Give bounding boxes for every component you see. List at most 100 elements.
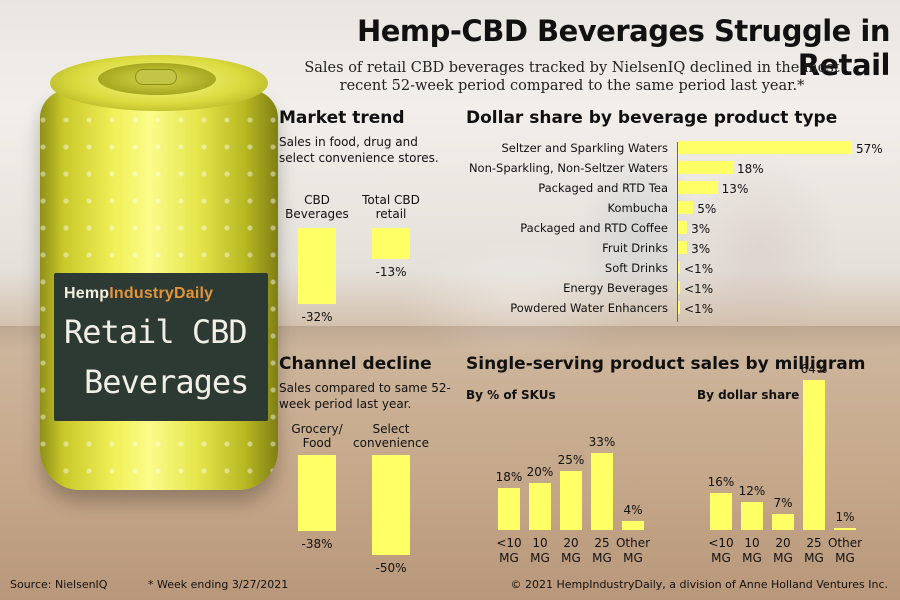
dollar-subheading: By dollar share (697, 388, 800, 402)
page-subtitle: Sales of retail CBD beverages tracked by… (304, 60, 840, 94)
data-label: 16% (707, 474, 735, 489)
category-label-line: 25 (806, 536, 822, 550)
market-trend-note: Sales in food, drug and select convenien… (279, 135, 439, 165)
data-label: 57% (856, 142, 883, 156)
bar (298, 455, 336, 531)
category-label-line: 25 (594, 536, 610, 550)
category-label-line: 20 (563, 536, 579, 550)
bar (298, 228, 336, 304)
category-label: 20 MG (546, 536, 596, 566)
category-label-line: MG (561, 551, 581, 565)
data-label: <1% (684, 302, 714, 316)
single-serving-heading: Single-serving product sales by milligra… (466, 354, 866, 374)
bar (529, 483, 551, 530)
category-label-line: Other (615, 536, 651, 550)
data-label: 25% (557, 453, 585, 468)
category-label: Soft Drinks (604, 261, 668, 275)
data-label: 1% (835, 509, 855, 524)
bar (372, 228, 410, 259)
category-label-line: MG (742, 551, 762, 565)
bar (678, 201, 694, 214)
category-label: Packaged and RTD Tea (538, 181, 668, 195)
data-label: 12% (738, 483, 766, 498)
axis-line (677, 142, 678, 322)
column-header: Select convenience (341, 422, 441, 450)
column-header-line: Grocery/ (291, 422, 343, 436)
category-label-line: MG (835, 551, 855, 565)
bar (498, 487, 520, 530)
bar (591, 452, 613, 530)
data-label: 18% (736, 162, 764, 176)
bar (678, 241, 688, 254)
column-header-line: retail (375, 207, 407, 221)
can-label: HempIndustryDaily Retail CBD Beverages (54, 273, 268, 421)
category-label-line: MG (711, 551, 731, 565)
category-label-line: MG (773, 551, 793, 565)
category-label-line: MG (592, 551, 612, 565)
cbd-can-illustration: HempIndustryDaily Retail CBD Beverages (40, 55, 278, 505)
dollar-share-heading: Dollar share by beverage product type (466, 108, 838, 128)
category-label: <10 MG (484, 536, 534, 566)
column-header-line: Food (302, 436, 332, 450)
data-label: 20% (526, 465, 554, 480)
bar (678, 161, 733, 174)
category-label: Seltzer and Sparkling Waters (501, 141, 668, 155)
skus-subheading: By % of SKUs (466, 388, 556, 402)
data-label: 18% (495, 469, 523, 484)
category-label: Other MG (820, 536, 870, 566)
data-label: -13% (375, 264, 407, 279)
category-label-line: 20 (775, 536, 791, 550)
bar (678, 261, 680, 274)
column-header-line: Total CBD (362, 193, 420, 207)
category-label-line: MG (499, 551, 519, 565)
copyright-note: © 2021 HempIndustryDaily, a division of … (510, 578, 889, 591)
data-label: 3% (691, 222, 711, 236)
can-pull-tab (135, 69, 177, 85)
bar (678, 221, 688, 234)
bar (803, 380, 825, 530)
data-label: -38% (301, 537, 333, 551)
bar (622, 520, 644, 530)
brand-part-b: IndustryDaily (109, 285, 214, 302)
column-header-line: convenience (353, 436, 429, 450)
source-note: Source: NielsenIQ (10, 578, 108, 591)
bar (834, 527, 856, 530)
category-label: <10 MG (696, 536, 746, 566)
page-title: Hemp-CBD Beverages Struggle in Retail (356, 14, 891, 82)
category-label: Packaged and RTD Coffee (520, 221, 668, 235)
bar (678, 301, 680, 314)
brand-logo: HempIndustryDaily (64, 285, 213, 303)
data-label: 5% (697, 202, 717, 216)
data-label: 13% (721, 182, 749, 196)
category-label: Other MG (608, 536, 658, 566)
category-label: 10 MG (515, 536, 565, 566)
category-label-line: <10 (708, 536, 734, 550)
category-label-line: MG (804, 551, 824, 565)
channel-decline-note: Sales compared to same 52-week period la… (279, 381, 451, 411)
column-header: Total CBD retail (341, 193, 441, 221)
can-label-line1: Retail CBD (64, 313, 248, 351)
data-label: -50% (375, 561, 407, 575)
column-header-line: Beverages (285, 207, 349, 221)
data-label: 7% (773, 495, 793, 510)
column-header: CBD Beverages (267, 193, 367, 221)
category-label: Kombucha (607, 201, 668, 215)
data-label: <1% (684, 282, 714, 296)
can-label-line2: Beverages (84, 363, 249, 401)
category-label: 25 MG (577, 536, 627, 566)
bar (678, 141, 852, 154)
data-label: 4% (623, 502, 643, 517)
bar (678, 281, 680, 294)
bar (560, 471, 582, 530)
category-label-line: 10 (532, 536, 548, 550)
category-label: Fruit Drinks (602, 241, 668, 255)
brand-part-a: Hemp (64, 285, 110, 302)
column-header: Grocery/Food (267, 422, 367, 450)
category-label: Energy Beverages (563, 281, 668, 295)
data-label: 3% (691, 242, 711, 256)
bar (772, 513, 794, 530)
category-label-line: <10 (496, 536, 522, 550)
data-label: -32% (301, 309, 333, 324)
category-label-line: MG (530, 551, 550, 565)
category-label: Non-Sparkling, Non-Seltzer Waters (468, 161, 668, 175)
